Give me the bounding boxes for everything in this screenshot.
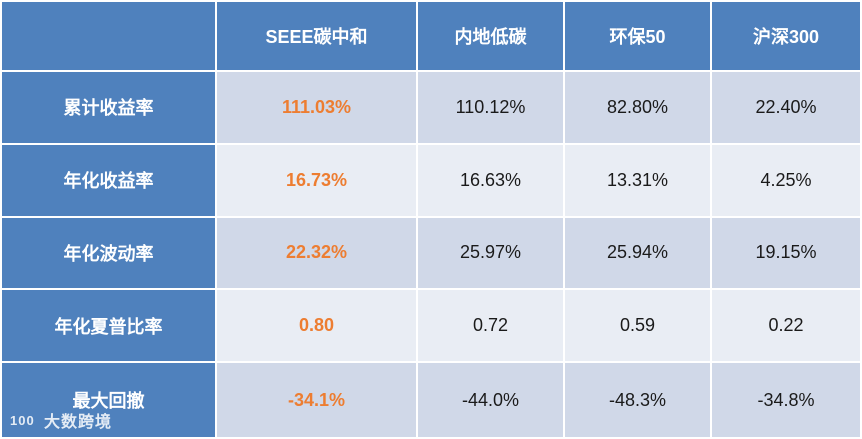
table-cell: 25.94% (565, 217, 710, 289)
table-row: 累计收益率 111.03% 110.12% 82.80% 22.40% (2, 72, 860, 143)
table-cell: -44.0% (418, 363, 563, 437)
row-label: 年化夏普比率 (2, 290, 215, 362)
column-header-mainland-low-carbon: 内地低碳 (418, 2, 563, 70)
table-cell: 0.72 (418, 290, 563, 362)
table-cell: 110.12% (418, 72, 563, 143)
table-row: 年化夏普比率 0.80 0.72 0.59 0.22 (2, 290, 860, 362)
table-cell-highlight: -34.1% (217, 363, 416, 437)
corner-cell (2, 2, 215, 70)
table-cell: 82.80% (565, 72, 710, 143)
row-label: 年化收益率 (2, 144, 215, 216)
row-label: 年化波动率 (2, 217, 215, 289)
table-cell-highlight: 111.03% (217, 72, 416, 143)
table-row: 年化波动率 22.32% 25.97% 25.94% 19.15% (2, 217, 860, 289)
table-cell: -48.3% (565, 363, 710, 437)
table-cell: 4.25% (712, 144, 860, 216)
table-cell: 22.40% (712, 72, 860, 143)
table-cell: 19.15% (712, 217, 860, 289)
table-cell-highlight: 0.80 (217, 290, 416, 362)
table-row: 年化收益率 16.73% 16.63% 13.31% 4.25% (2, 144, 860, 216)
table-cell: 13.31% (565, 144, 710, 216)
table-cell: 0.22 (712, 290, 860, 362)
table-cell: 0.59 (565, 290, 710, 362)
column-header-seee-carbon-neutral: SEEE碳中和 (217, 2, 416, 70)
table-cell-highlight: 16.73% (217, 144, 416, 216)
column-header-env-50: 环保50 (565, 2, 710, 70)
table-cell: 16.63% (418, 144, 563, 216)
table-cell: 25.97% (418, 217, 563, 289)
row-label: 最大回撤 (2, 363, 215, 437)
row-label: 累计收益率 (2, 72, 215, 143)
table-cell: -34.8% (712, 363, 860, 437)
table-row: 最大回撤 -34.1% -44.0% -48.3% -34.8% (2, 363, 860, 437)
column-header-csi-300: 沪深300 (712, 2, 860, 70)
header-row: SEEE碳中和 内地低碳 环保50 沪深300 (2, 2, 860, 70)
table-cell-highlight: 22.32% (217, 217, 416, 289)
